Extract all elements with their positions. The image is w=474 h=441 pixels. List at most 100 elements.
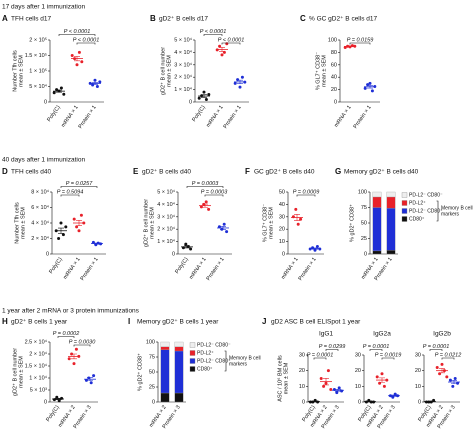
panel-title: GC gD2⁺ B cells d40 [254, 169, 315, 176]
y-tick-label: 30 [279, 214, 285, 220]
p-value: P = 0.0159 [347, 37, 374, 43]
y-tick-label: 0 [152, 399, 155, 405]
y-tick-label: 5 × 10⁴ [174, 36, 192, 43]
legend-swatch [189, 350, 196, 356]
y-tick-label: 60 [331, 62, 337, 68]
p-value: P = 0.0002 [53, 331, 80, 337]
comparison-bracket [58, 34, 96, 36]
data-point [220, 53, 224, 57]
y-tick-label: 5 × 10⁴ [157, 188, 175, 195]
data-point [80, 60, 84, 64]
sem-bar [58, 227, 64, 234]
p-value: P = 0.0003 [192, 181, 219, 187]
y-axis-label: mean ± SEM [18, 356, 24, 388]
p-value: P = 0.0001 [363, 344, 390, 350]
panel-letter: C [300, 14, 306, 23]
y-tick-label: 0 [364, 251, 367, 257]
comparison-bracket [57, 336, 75, 338]
y-tick-label: 50 [279, 189, 285, 195]
data-point [199, 205, 203, 209]
y-tick-label: 0 [334, 99, 337, 105]
comparison-bracket [441, 357, 455, 360]
y-tick-label: 50 [361, 220, 367, 226]
y-axis-label: % GL7⁺ CD38⁻ [261, 204, 268, 242]
panel-letter: J [262, 317, 266, 326]
data-point [220, 227, 224, 231]
y-tick-label: 20 [415, 368, 421, 374]
x-tick-label: Protein × 1 [206, 257, 226, 282]
x-tick-label: mRNA × 1 [62, 257, 81, 281]
y-tick-label: 4 × 10⁴ [157, 201, 175, 208]
sem-bar [76, 219, 82, 227]
data-point [59, 221, 63, 225]
y-axis-label: gD2⁺ B cell number [142, 199, 149, 247]
legend-swatch [401, 192, 408, 198]
y-axis-label: gD2⁺ B cell number [11, 348, 18, 396]
data-point [236, 78, 240, 82]
sem-bar [427, 400, 433, 403]
x-tick-label: Poly(C) [48, 256, 64, 275]
legend-label: PD-L2⁻ CD80⁻ [197, 342, 231, 348]
panel-subtitle: IgG1 [319, 331, 333, 338]
bar-segment [160, 341, 170, 347]
section-title: 40 days after 1 immunization [2, 157, 85, 164]
panel-title: gD2⁺ B cells 1 year [11, 319, 68, 326]
comparison-bracket [186, 186, 224, 188]
sem-bar [184, 245, 190, 249]
p-value: P = 0.0030 [69, 339, 96, 345]
panel-title: TFH cells d40 [11, 169, 51, 176]
y-tick-label: 30 [415, 352, 421, 358]
x-tick-label: Protein × 1 [78, 105, 98, 130]
sem-bar [202, 203, 208, 208]
x-tick-label: Protein × 1 [223, 105, 243, 130]
y-axis-label: % gD2⁺ CD38⁺ [348, 204, 355, 242]
bar-segment [174, 346, 184, 352]
legend-swatch [401, 200, 408, 206]
y-tick-label: 20 [331, 87, 337, 93]
data-point [368, 81, 372, 85]
bar-segment [372, 196, 382, 208]
data-point [93, 78, 97, 82]
data-point [217, 225, 221, 229]
section-title: 17 days after 1 immunization [2, 4, 85, 11]
legend-swatch [401, 216, 408, 222]
sem-bar [335, 389, 341, 392]
data-point [453, 377, 457, 380]
comparison-bracket [369, 349, 383, 351]
y-axis-label: mean ± SEM [18, 55, 24, 87]
data-point [92, 374, 96, 378]
data-point [337, 386, 341, 390]
data-point [215, 48, 219, 52]
panel-letter: G [335, 167, 341, 176]
data-point [218, 44, 222, 48]
panel-title: TFH cells d17 [11, 16, 51, 23]
bar-segment [372, 207, 382, 252]
data-point [202, 90, 206, 94]
legend-label: PD-L2⁺ [197, 350, 214, 356]
x-tick-label: Poly(C) [45, 404, 61, 423]
panel-title: Memory gD2⁺ B cells 1 year [137, 319, 219, 326]
data-point [197, 96, 201, 100]
data-point [294, 207, 298, 211]
data-point [448, 378, 452, 382]
sem-bar [92, 82, 98, 85]
y-axis-label: Number Tfh cells [14, 202, 20, 244]
data-point [451, 384, 455, 388]
x-tick-label: Poly(C) [191, 104, 207, 123]
y-tick-label: 0 [302, 399, 305, 405]
y-tick-label: 10 [415, 384, 421, 390]
y-tick-label: 0 [46, 251, 49, 257]
data-point [319, 377, 323, 380]
x-tick-label: mRNA × 1 [280, 257, 299, 281]
data-point [72, 362, 76, 366]
panel-letter: B [150, 14, 156, 23]
sem-bar [220, 226, 226, 230]
panel-subtitle: IgG2a [373, 331, 391, 338]
y-tick-label: 20 [299, 368, 305, 374]
p-value: P = 0.0009 [293, 189, 320, 195]
y-tick-label: 2 × 10⁴ [157, 226, 175, 233]
y-tick-label: 80 [331, 50, 337, 56]
x-tick-label: Protein × 1 [353, 105, 373, 130]
data-point [291, 215, 295, 219]
legend-label: CD80⁺ [197, 366, 213, 372]
